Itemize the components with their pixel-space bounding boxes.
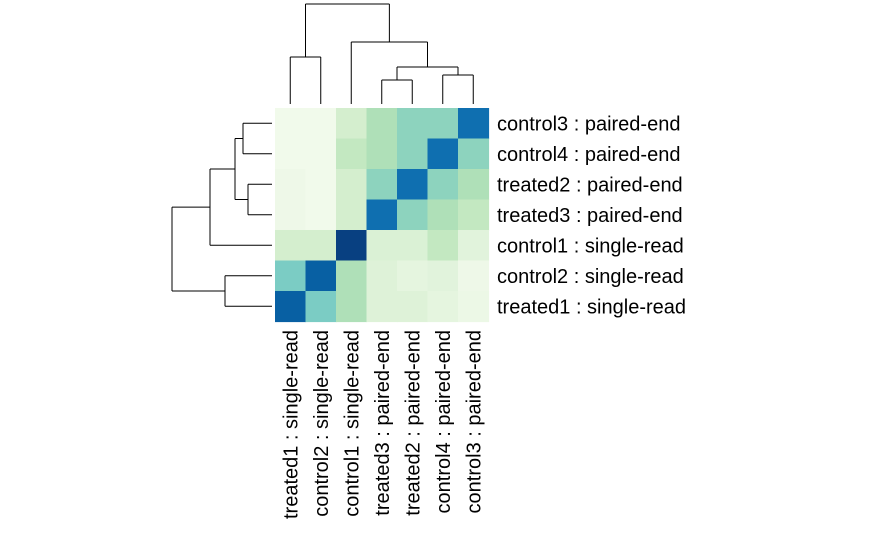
- heatmap-cell: [366, 230, 398, 262]
- heatmap-cells: [275, 108, 490, 323]
- heatmap-cell: [366, 291, 398, 323]
- heatmap-cell: [275, 230, 307, 262]
- heatmap-cell: [275, 260, 307, 292]
- heatmap-cell: [397, 199, 429, 231]
- heatmap-cell: [336, 260, 368, 292]
- row-label: control1 : single-read: [497, 235, 684, 257]
- row-label: treated1 : single-read: [497, 296, 686, 318]
- heatmap-cell: [336, 291, 368, 323]
- heatmap-cell: [427, 291, 459, 323]
- heatmap-cell: [336, 108, 368, 140]
- heatmap-cell: [366, 138, 398, 170]
- row-label: control3 : paired-end: [497, 113, 680, 135]
- heatmap-cell: [305, 138, 337, 170]
- heatmap-cell: [397, 108, 429, 140]
- heatmap-cell: [458, 260, 490, 292]
- heatmap-cell: [336, 199, 368, 231]
- heatmap-cell: [458, 230, 490, 262]
- heatmap-cell: [397, 138, 429, 170]
- heatmap-cell: [366, 108, 398, 140]
- heatmap-cell: [366, 199, 398, 231]
- column-label: treated1 : single-read: [280, 330, 302, 519]
- heatmap-cell: [275, 169, 307, 201]
- column-dendrogram: [289, 3, 474, 104]
- heatmap-cell: [397, 230, 429, 262]
- heatmap-cell: [397, 291, 429, 323]
- heatmap-cell: [305, 199, 337, 231]
- heatmap-cell: [427, 108, 459, 140]
- heatmap-cell: [275, 291, 307, 323]
- heatmap-cell: [305, 230, 337, 262]
- heatmap-cell: [275, 138, 307, 170]
- heatmap-cell: [397, 169, 429, 201]
- row-label: treated2 : paired-end: [497, 174, 683, 196]
- heatmap-cell: [458, 169, 490, 201]
- heatmap-cell: [275, 108, 307, 140]
- row-label: control4 : paired-end: [497, 144, 680, 166]
- heatmap-cell: [366, 169, 398, 201]
- column-label: control3 : paired-end: [463, 330, 485, 513]
- row-dendrogram: [171, 122, 272, 307]
- heatmap-cell: [305, 108, 337, 140]
- heatmap-cell: [427, 138, 459, 170]
- column-label: treated3 : paired-end: [372, 330, 394, 516]
- heatmap-cell: [305, 260, 337, 292]
- heatmap-cell: [427, 230, 459, 262]
- heatmap-cell: [305, 291, 337, 323]
- heatmap-cell: [427, 199, 459, 231]
- column-label: control1 : single-read: [341, 330, 363, 517]
- heatmap-cell: [458, 138, 490, 170]
- heatmap-cell: [366, 260, 398, 292]
- column-labels: treated1 : single-read control2 : single-…: [280, 330, 485, 519]
- heatmap-cell: [305, 169, 337, 201]
- heatmap-cell: [427, 169, 459, 201]
- row-label: control2 : single-read: [497, 266, 684, 288]
- row-labels: control3 : paired-end control4 : paired-e…: [497, 113, 686, 318]
- heatmap-cell: [397, 260, 429, 292]
- column-label: control2 : single-read: [311, 330, 333, 517]
- heatmap-cell: [336, 230, 368, 262]
- heatmap-cell: [458, 199, 490, 231]
- column-label: treated2 : paired-end: [402, 330, 424, 516]
- heatmap-cell: [336, 138, 368, 170]
- heatmap-cell: [458, 291, 490, 323]
- heatmap-cell: [427, 260, 459, 292]
- heatmap-cell: [458, 108, 490, 140]
- heatmap-cell: [275, 199, 307, 231]
- column-label: control4 : paired-end: [433, 330, 455, 513]
- heatmap-cell: [336, 169, 368, 201]
- row-label: treated3 : paired-end: [497, 205, 683, 227]
